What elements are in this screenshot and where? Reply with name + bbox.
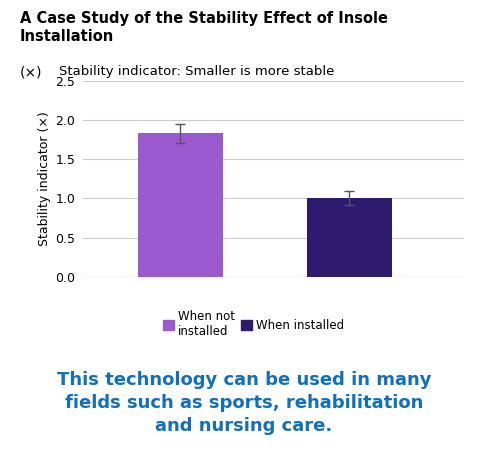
Bar: [307, 198, 392, 277]
Text: (×): (×): [20, 65, 42, 79]
Text: A Case Study of the Stability Effect of Insole
Installation: A Case Study of the Stability Effect of …: [20, 11, 387, 44]
Legend: When not
installed, When installed: When not installed, When installed: [163, 310, 345, 338]
Bar: [138, 134, 223, 277]
Text: Stability indicator: Smaller is more stable: Stability indicator: Smaller is more sta…: [59, 65, 334, 78]
Y-axis label: Stability indicator (×): Stability indicator (×): [38, 112, 51, 246]
Text: This technology can be used in many
fields such as sports, rehabilitation
and nu: This technology can be used in many fiel…: [57, 371, 431, 435]
